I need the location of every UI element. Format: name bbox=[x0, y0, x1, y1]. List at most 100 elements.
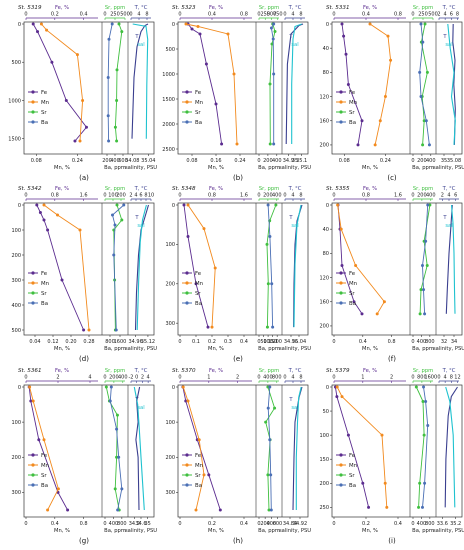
depth-tick-label: 1000 bbox=[162, 72, 175, 78]
tick-label: 800 bbox=[105, 339, 115, 345]
ba-axis-label: Ba, ppm bbox=[258, 346, 280, 352]
legend-label: Ba bbox=[41, 120, 48, 126]
legend-label: Mn bbox=[195, 463, 203, 469]
ba-point bbox=[424, 239, 428, 243]
t-top-axis: 2 4 6 8 10 bbox=[129, 193, 154, 201]
ba-point bbox=[107, 139, 111, 143]
depth-tick-label: 0 bbox=[18, 385, 21, 391]
fe-axis-label: Fe, % bbox=[363, 5, 377, 11]
ba-point bbox=[113, 223, 117, 227]
ba-point bbox=[421, 40, 425, 44]
depth-tick-label: 300 bbox=[165, 490, 175, 496]
tick-label: 0.2 bbox=[208, 521, 216, 527]
tick-label: 35.12 bbox=[141, 339, 155, 345]
sr-point bbox=[266, 473, 270, 477]
tick-label: 0.8 bbox=[51, 193, 59, 199]
t-line bbox=[445, 204, 453, 314]
legend-label: Fe bbox=[349, 90, 356, 96]
sal-bottom-axis: 32 34 bbox=[441, 335, 457, 345]
station-title: St. 5342 bbox=[18, 186, 42, 192]
ba-point bbox=[268, 385, 272, 389]
panel-f: St. 5355 Fe, % Sr, ppm T, °C0 0.8 1.6 0 200 400 2… bbox=[319, 186, 464, 363]
sr-point bbox=[267, 508, 271, 512]
mn-point bbox=[385, 505, 389, 509]
mn-point bbox=[87, 328, 91, 332]
fe-axis-label: Fe, % bbox=[55, 186, 69, 192]
fe-point bbox=[186, 235, 190, 239]
fe-point bbox=[84, 125, 88, 129]
mn-point bbox=[375, 312, 379, 316]
tick-label: 1.6 bbox=[80, 193, 88, 199]
legend-label: Fe bbox=[195, 453, 202, 459]
sal-axis-label: salinity, PSU bbox=[433, 165, 464, 171]
series-fe bbox=[340, 22, 364, 147]
legend-swatch-marker bbox=[339, 291, 343, 295]
depth-tick-label: 0 bbox=[326, 22, 329, 28]
mn-point bbox=[383, 95, 387, 99]
tick-label: 250 bbox=[260, 12, 270, 18]
ba-point bbox=[116, 508, 120, 512]
legend-item-ba: Ba bbox=[336, 483, 356, 489]
ba-point bbox=[418, 70, 422, 74]
legend-label: Mn bbox=[41, 281, 49, 287]
tick-label: 800 bbox=[425, 339, 435, 345]
tick-label: 0.2 bbox=[362, 521, 370, 527]
t-line bbox=[444, 386, 458, 508]
mn-axis-label: Mn, % bbox=[362, 528, 378, 534]
legend-label: Ba bbox=[41, 483, 48, 489]
t-curve-label: T bbox=[134, 397, 139, 403]
depth-tick-label: 0 bbox=[172, 22, 175, 28]
tick-label: 800 bbox=[425, 521, 435, 527]
depth-tick-label: 400 bbox=[11, 303, 21, 309]
sr-point bbox=[113, 487, 117, 491]
sr-point bbox=[418, 481, 422, 485]
series-sal bbox=[450, 204, 456, 314]
legend-label: Mn bbox=[195, 281, 203, 287]
depth-tick-label: 160 bbox=[319, 300, 329, 306]
legend-label: Sr bbox=[195, 473, 201, 479]
mn-point bbox=[354, 263, 358, 267]
legend-label: Sr bbox=[41, 291, 47, 297]
sr-line bbox=[265, 386, 276, 511]
legend-item-sr: Sr bbox=[182, 110, 201, 116]
tick-label: 4 bbox=[291, 193, 294, 199]
panel-label: (b) bbox=[233, 174, 243, 182]
series-sr bbox=[265, 203, 278, 329]
legend-label: Sr bbox=[349, 473, 355, 479]
tick-label: -2 bbox=[129, 375, 134, 381]
fe-point bbox=[64, 98, 68, 102]
tick-label: 34.6 bbox=[135, 521, 146, 527]
panel-a: St. 5319 Fe, % Sr, ppm T, °C0 0.2 0.4 0 250 500 0… bbox=[8, 5, 157, 182]
tick-label: 200 bbox=[263, 158, 273, 164]
plot-frame bbox=[23, 21, 155, 155]
tick-label: 0 bbox=[129, 12, 132, 18]
station-title: St. 5323 bbox=[172, 5, 196, 11]
legend-swatch-marker bbox=[31, 110, 35, 114]
depth-tick-label: 200 bbox=[319, 324, 329, 330]
tick-label: 200 bbox=[102, 158, 112, 164]
tick-label: 500 bbox=[428, 12, 438, 18]
sr-point bbox=[268, 82, 272, 86]
tick-label: 400 bbox=[267, 521, 277, 527]
sr-axis-label: Sr, ppm bbox=[413, 186, 433, 192]
panel-h: St. 5370 Fe, % Sr, ppm T, °C0 1 2 0 400 800 0 4 801… bbox=[165, 368, 311, 545]
legend-item-sr: Sr bbox=[182, 473, 201, 479]
sr-point bbox=[422, 119, 426, 123]
tick-label: 8 bbox=[144, 193, 147, 199]
series-ba bbox=[420, 385, 430, 509]
depth-tick-label: 300 bbox=[11, 278, 21, 284]
legend-label: Ba bbox=[195, 483, 202, 489]
sr-point bbox=[120, 218, 124, 222]
mn-point bbox=[184, 22, 188, 26]
depth-tick-label: 500 bbox=[11, 60, 21, 66]
sr-point bbox=[425, 263, 429, 267]
ba-point bbox=[108, 399, 112, 403]
depth-tick-label: 80 bbox=[323, 70, 329, 76]
tick-label: 0.8 bbox=[394, 12, 402, 18]
tick-label: 6 bbox=[450, 12, 453, 18]
tick-label: 2 bbox=[56, 375, 59, 381]
plot-frame bbox=[177, 384, 309, 518]
ba-point bbox=[422, 385, 426, 389]
